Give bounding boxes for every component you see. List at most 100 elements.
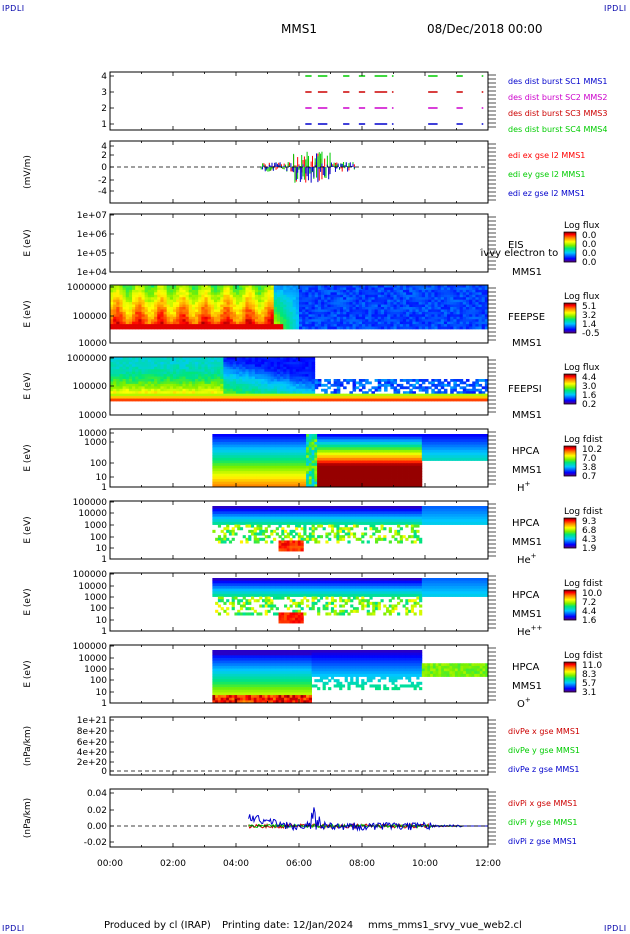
feepse-colorbar-band	[564, 327, 576, 329]
spectrogram-cell	[229, 393, 234, 397]
spectrogram-cell	[220, 326, 224, 330]
spectrogram-cell	[311, 383, 316, 387]
spectrogram-cell	[273, 393, 278, 397]
spectrogram-cell	[179, 364, 183, 368]
spectrogram-cell	[232, 359, 237, 363]
spectrogram-cell	[217, 376, 221, 380]
spectrogram-cell	[443, 388, 448, 392]
spectrogram-cell	[292, 439, 296, 443]
spectrogram-cell	[406, 292, 410, 296]
spectrogram-cell	[264, 289, 268, 293]
spectrogram-cell	[237, 439, 241, 443]
spectrogram-cell	[226, 369, 231, 373]
corner-label-bottom-right: IPDLI	[604, 924, 627, 933]
spectrogram-cell	[333, 381, 338, 385]
spectrogram-cell	[191, 297, 196, 301]
spectrogram-cell	[440, 386, 445, 390]
spectrogram-cell	[481, 398, 486, 402]
spectrogram-cell	[201, 302, 205, 305]
spectrogram-cell	[132, 299, 136, 303]
spectrogram-cell	[346, 319, 350, 323]
spectrogram-cell	[191, 379, 196, 382]
spectrogram-cell	[261, 479, 266, 483]
spectrogram-cell	[425, 321, 429, 325]
spectrogram-cell	[195, 285, 199, 288]
spectrogram-cell	[135, 379, 139, 382]
spectrogram-cell	[188, 307, 193, 310]
spectrogram-cell	[144, 379, 149, 382]
eis-colorbar-band	[564, 255, 576, 257]
spectrogram-cell	[434, 287, 438, 291]
spectrogram-cell	[484, 319, 489, 323]
spectrogram-cell	[138, 297, 142, 301]
spectrogram-cell	[258, 364, 262, 368]
spectrogram-cell	[283, 369, 287, 373]
spectrogram-cell	[302, 326, 306, 330]
spectrogram-cell	[484, 386, 489, 390]
spectrogram-cell	[176, 321, 180, 325]
spectrogram-cell	[160, 364, 164, 368]
spectrogram-cell	[176, 319, 180, 323]
spectrogram-cell	[210, 391, 215, 395]
spectrogram-cell	[261, 391, 265, 395]
spectrogram-cell	[437, 324, 442, 327]
spectrogram-cell	[213, 388, 218, 392]
spectrogram-cell	[245, 393, 249, 397]
spectrogram-cell	[217, 452, 222, 456]
spectrogram-cell	[179, 391, 183, 395]
spectrogram-cell	[154, 292, 158, 296]
spectrogram-cell	[228, 481, 233, 485]
spectrogram-cell	[443, 326, 448, 330]
spectrogram-cell	[273, 468, 277, 472]
spectrogram-cell	[428, 321, 432, 325]
spectrogram-cell	[484, 393, 489, 397]
spectrogram-cell	[261, 455, 266, 459]
spectrogram-cell	[292, 383, 297, 387]
spectrogram-cell	[226, 460, 230, 464]
spectrogram-cell	[261, 359, 265, 363]
spectrogram-cell	[465, 321, 470, 325]
spectrogram-cell	[144, 386, 149, 390]
spectrogram-cell	[418, 292, 423, 296]
spectrogram-cell	[346, 379, 350, 382]
spectrogram-cell	[431, 294, 435, 298]
spectrogram-cell	[204, 287, 209, 291]
spectrogram-cell	[443, 319, 448, 323]
spectrogram-cell	[198, 388, 202, 392]
spectrogram-cell	[450, 386, 454, 390]
spectrogram-cell	[169, 396, 174, 399]
spectrogram-cell	[443, 398, 448, 402]
spectrogram-cell	[213, 299, 218, 303]
spectrogram-cell	[232, 391, 237, 395]
spectrogram-cell	[484, 314, 489, 318]
spectrogram-cell	[195, 297, 199, 301]
spectrogram-cell	[481, 396, 486, 399]
spectrogram-cell	[352, 302, 357, 305]
spectrogram-cell	[284, 484, 288, 488]
spectrogram-cell	[128, 391, 133, 395]
spectrogram-cell	[289, 444, 293, 448]
spectrogram-cell	[154, 381, 158, 385]
spectrogram-cell	[300, 471, 304, 475]
spectrogram-cell	[163, 398, 168, 402]
spectrogram-cell	[302, 393, 306, 397]
spectrogram-cell	[188, 379, 193, 382]
date-title: 08/Dec/2018 00:00	[427, 22, 543, 36]
spectrogram-cell	[157, 292, 161, 296]
spectrogram-cell	[475, 294, 479, 298]
spectrogram-cell	[245, 452, 249, 456]
spectrogram-cell	[267, 287, 272, 291]
spectrogram-cell	[250, 439, 255, 443]
spectrogram-cell	[297, 449, 301, 453]
spectrogram-cell	[362, 299, 366, 303]
spectrogram-cell	[462, 309, 467, 313]
spectrogram-cell	[273, 481, 277, 485]
spectrogram-cell	[201, 297, 205, 301]
spectrogram-cell	[191, 285, 196, 288]
eis-colorbar-band	[564, 254, 576, 256]
spectrogram-cell	[166, 361, 171, 365]
spectrogram-cell	[220, 481, 224, 485]
spectrogram-cell	[239, 479, 244, 483]
spectrogram-cell	[220, 309, 224, 313]
spectrogram-cell	[409, 383, 413, 387]
